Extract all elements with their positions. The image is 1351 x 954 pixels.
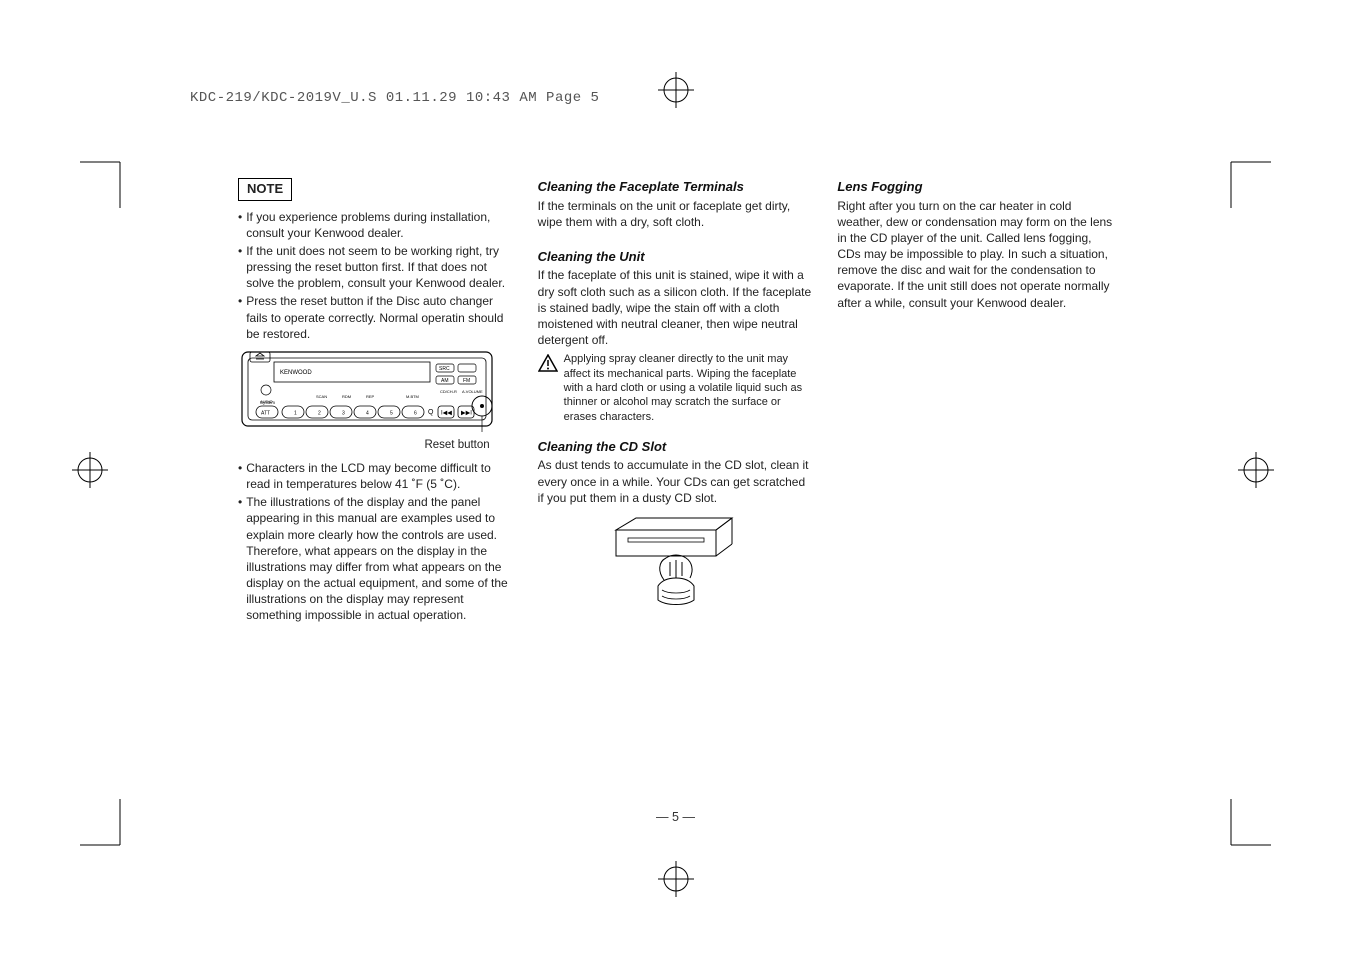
body-text: If the terminals on the unit or faceplat… <box>538 198 814 230</box>
crop-mark-bottom-right <box>1211 799 1271 859</box>
body-text: Right after you turn on the car heater i… <box>837 198 1113 311</box>
bullet-dot: • <box>238 243 242 292</box>
svg-text:AUDIO: AUDIO <box>260 399 273 404</box>
crop-mark-top-right <box>1211 148 1271 208</box>
body-text: As dust tends to accumulate in the CD sl… <box>538 457 814 506</box>
svg-text:RDM: RDM <box>342 394 351 399</box>
bullet-dot: • <box>238 494 242 624</box>
cd-slot-svg <box>606 512 746 612</box>
heading-cd-slot: Cleaning the CD Slot <box>538 438 814 456</box>
note-label: NOTE <box>238 178 292 201</box>
svg-text:REP: REP <box>366 394 375 399</box>
svg-text:1: 1 <box>294 411 297 417</box>
registration-mark-top <box>656 70 696 110</box>
bullet-text: The illustrations of the display and the… <box>246 494 513 624</box>
svg-text:5: 5 <box>390 411 393 417</box>
column-1: NOTE • If you experience problems during… <box>238 178 514 626</box>
running-head: KDC-219/KDC-2019V_U.S 01.11.29 10:43 AM … <box>190 90 599 106</box>
cd-slot-figure <box>538 512 814 616</box>
svg-text:3: 3 <box>342 411 345 417</box>
stereo-figure: KENWOOD System SRC AM FM CD/CH-R A.VO <box>238 348 514 454</box>
reset-caption: Reset button <box>238 438 514 454</box>
bullet-item: • If you experience problems during inst… <box>238 209 514 241</box>
column-3: Lens Fogging Right after you turn on the… <box>837 178 1113 626</box>
svg-text:CD/CH-R: CD/CH-R <box>440 389 457 394</box>
svg-text:A.VOLUME: A.VOLUME <box>462 389 483 394</box>
column-2: Cleaning the Faceplate Terminals If the … <box>538 178 814 626</box>
crop-mark-top-left <box>80 148 140 208</box>
svg-text:SRC: SRC <box>439 366 450 372</box>
bullet-item: • If the unit does not seem to be workin… <box>238 243 514 292</box>
registration-mark-right <box>1236 450 1276 490</box>
bullet-text: If you experience problems during instal… <box>246 209 513 241</box>
bullet-text: Characters in the LCD may become difficu… <box>246 460 513 492</box>
svg-text:4: 4 <box>366 411 369 417</box>
svg-text:2: 2 <box>318 411 321 417</box>
bullet-dot: • <box>238 460 242 492</box>
bullet-text: Press the reset button if the Disc auto … <box>246 293 513 342</box>
heading-cleaning-unit: Cleaning the Unit <box>538 248 814 266</box>
registration-mark-left <box>70 450 110 490</box>
page-number: — 5 — <box>0 810 1351 824</box>
body-text: If the faceplate of this unit is stained… <box>538 267 814 348</box>
heading-faceplate-terminals: Cleaning the Faceplate Terminals <box>538 178 814 196</box>
bullet-item: • The illustrations of the display and t… <box>238 494 514 624</box>
heading-lens-fogging: Lens Fogging <box>837 178 1113 196</box>
bullet-dot: • <box>238 209 242 241</box>
bullet-item: • Characters in the LCD may become diffi… <box>238 460 514 492</box>
crop-mark-bottom-left <box>80 799 140 859</box>
svg-text:ATT: ATT <box>261 411 270 417</box>
bullet-item: • Press the reset button if the Disc aut… <box>238 293 514 342</box>
svg-text:M.BTM: M.BTM <box>406 394 419 399</box>
page: KDC-219/KDC-2019V_U.S 01.11.29 10:43 AM … <box>0 0 1351 954</box>
bullet-dot: • <box>238 293 242 342</box>
content-area: NOTE • If you experience problems during… <box>238 178 1113 626</box>
warning-text: Applying spray cleaner directly to the u… <box>564 352 814 423</box>
svg-text:SCAN: SCAN <box>316 394 327 399</box>
svg-text:AM: AM <box>441 378 449 384</box>
warning-icon <box>538 354 558 372</box>
svg-text:I◀◀: I◀◀ <box>441 411 452 417</box>
warning-row: Applying spray cleaner directly to the u… <box>538 352 814 423</box>
svg-text:KENWOOD: KENWOOD <box>280 370 312 376</box>
registration-mark-bottom <box>656 859 696 899</box>
stereo-svg: KENWOOD System SRC AM FM CD/CH-R A.VO <box>238 348 496 432</box>
svg-text:FM: FM <box>463 378 470 384</box>
svg-text:Q: Q <box>428 409 434 416</box>
bullet-text: If the unit does not seem to be working … <box>246 243 513 292</box>
svg-text:▶▶I: ▶▶I <box>461 411 472 417</box>
svg-text:6: 6 <box>414 411 417 417</box>
